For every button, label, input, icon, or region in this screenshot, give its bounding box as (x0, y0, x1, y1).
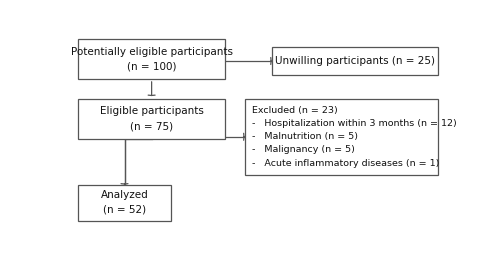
FancyBboxPatch shape (78, 99, 225, 139)
Text: Potentially eligible participants
(n = 100): Potentially eligible participants (n = 1… (70, 47, 233, 71)
Text: Unwilling participants (n = 25): Unwilling participants (n = 25) (275, 56, 435, 66)
FancyBboxPatch shape (78, 185, 171, 221)
Text: Excluded (n = 23)
-   Hospitalization within 3 months (n = 12)
-   Malnutrition : Excluded (n = 23) - Hospitalization with… (252, 106, 457, 168)
FancyBboxPatch shape (244, 99, 438, 175)
Text: Analyzed
(n = 52): Analyzed (n = 52) (100, 190, 148, 215)
FancyBboxPatch shape (272, 47, 438, 75)
Text: Eligible participants
(n = 75): Eligible participants (n = 75) (100, 106, 204, 131)
FancyBboxPatch shape (78, 39, 225, 79)
